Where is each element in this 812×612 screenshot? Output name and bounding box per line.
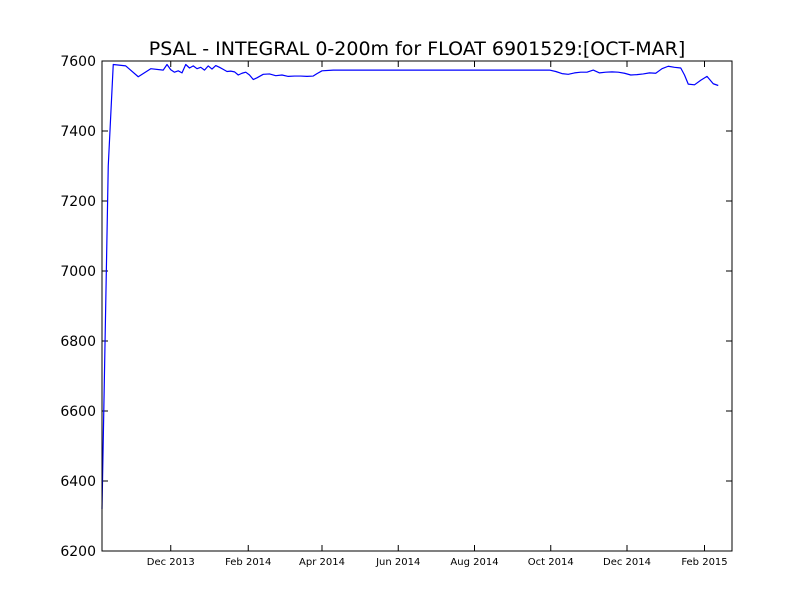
plot-area — [102, 61, 732, 551]
y-tick-label: 6600 — [60, 404, 96, 420]
y-tick-label: 6200 — [60, 544, 96, 560]
series-layer — [101, 63, 719, 510]
y-tick-label: 7600 — [60, 54, 96, 70]
chart-title: PSAL - INTEGRAL 0-200m for FLOAT 6901529… — [149, 38, 686, 60]
plot-frame — [101, 60, 733, 552]
x-tick-label: Feb 2014 — [225, 557, 271, 568]
axis-ticks: 6200 6400 6600 6800 7000 7200 7400 7600 Dec 2013… — [60, 54, 732, 568]
x-tick-label: Oct 2014 — [528, 557, 574, 568]
x-tick-label: Feb 2015 — [681, 557, 727, 568]
x-tick-label: Dec 2013 — [147, 557, 195, 568]
y-tick-label: 7400 — [60, 124, 96, 140]
x-tick-label: Jun 2014 — [375, 557, 420, 568]
x-tick-label: Dec 2014 — [603, 557, 651, 568]
y-tick-label: 6800 — [60, 334, 96, 350]
y-tick-label: 7000 — [60, 264, 96, 280]
y-tick-label: 7200 — [60, 194, 96, 210]
x-tick-label: Apr 2014 — [299, 557, 345, 568]
series-line — [101, 63, 719, 510]
y-tick-label: 6400 — [60, 474, 96, 490]
x-tick-label: Aug 2014 — [450, 557, 498, 568]
